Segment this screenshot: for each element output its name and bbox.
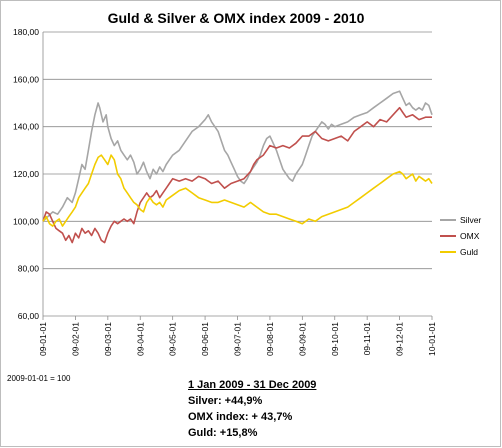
- legend-label-guld: Guld: [460, 247, 478, 257]
- summary-line-omx: OMX index: + 43,7%: [188, 411, 293, 423]
- series-line-silver: [42, 90, 433, 222]
- x-tick-label: 10-01-01: [427, 322, 437, 356]
- summary-line-silver: Silver: +44,9%: [188, 395, 263, 407]
- summary-heading: 1 Jan 2009 - 31 Dec 2009: [188, 379, 317, 391]
- x-tick-label: 09-11-01: [362, 322, 372, 356]
- x-tick-label: 09-07-01: [233, 322, 243, 356]
- series-lines: [42, 90, 433, 244]
- summary-box: 1 Jan 2009 - 31 Dec 2009 Silver: +44,9% …: [188, 377, 316, 441]
- x-tick-label: 09-08-01: [265, 322, 275, 356]
- legend: Silver OMX Guld: [440, 215, 481, 257]
- grid: [42, 31, 432, 317]
- x-tick-label: 09-04-01: [135, 322, 145, 356]
- x-tick-label: 09-12-01: [395, 322, 405, 356]
- x-tick-label: 09-09-01: [297, 322, 307, 356]
- x-tick-label: 09-03-01: [103, 322, 113, 356]
- x-axis-labels: 09-01-01 09-02-01 09-03-01 09-04-01 09-05-01…: [38, 316, 437, 356]
- y-tick-label: 120,00: [13, 169, 39, 179]
- legend-label-silver: Silver: [460, 215, 481, 225]
- x-tick-label: 09-05-01: [168, 322, 178, 356]
- x-tick-label: 09-06-01: [200, 322, 210, 356]
- x-tick-label: 09-01-01: [38, 322, 48, 356]
- x-tick-label: 09-02-01: [70, 322, 80, 356]
- base-note: 2009-01-01 = 100: [7, 374, 71, 383]
- series-line-guld: [42, 154, 433, 227]
- legend-label-omx: OMX: [460, 231, 480, 241]
- series-line-omx: [42, 106, 432, 244]
- y-axis-labels: 60,00 80,00 100,00 120,00 140,00 160,00 180,00: [13, 27, 39, 321]
- y-tick-label: 60,00: [18, 311, 40, 321]
- y-tick-label: 100,00: [13, 216, 39, 226]
- y-tick-label: 140,00: [13, 122, 39, 132]
- y-tick-label: 180,00: [13, 27, 39, 37]
- chart-title: Guld & Silver & OMX index 2009 - 2010: [108, 10, 365, 26]
- y-tick-label: 160,00: [13, 74, 39, 84]
- y-tick-label: 80,00: [18, 264, 40, 274]
- x-tick-label: 09-10-01: [330, 322, 340, 356]
- summary-line-guld: Guld: +15,8%: [188, 427, 258, 439]
